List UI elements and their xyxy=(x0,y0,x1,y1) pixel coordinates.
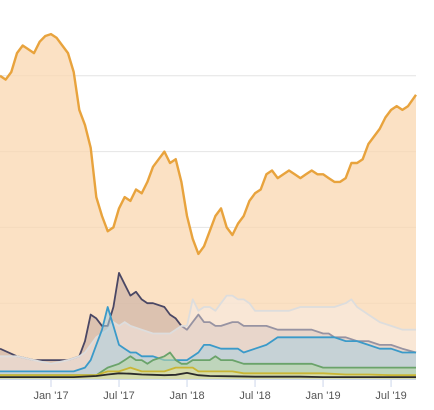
x-tick-label: Jul '17 xyxy=(103,390,134,402)
x-tick-label: Jul '18 xyxy=(239,390,270,402)
series-3-line xyxy=(0,306,416,373)
series-4-line xyxy=(0,351,416,377)
series-5-line xyxy=(0,366,416,377)
x-tick-label: Jan '19 xyxy=(305,390,340,402)
series-0-line xyxy=(0,32,417,256)
series-areas xyxy=(0,32,417,379)
x-axis: Jan '17 Jul '17 Jan '18 Jul '18 Jan '19 Jul '… xyxy=(0,379,416,402)
x-tick-label: Jan '17 xyxy=(33,390,68,402)
x-tick-label: Jul '19 xyxy=(375,390,406,402)
series-1-line xyxy=(0,272,417,361)
series-6-line xyxy=(0,372,416,378)
series-0-area xyxy=(0,34,416,379)
series-2-line xyxy=(0,294,416,365)
x-tick-label: Jan '18 xyxy=(169,390,204,402)
